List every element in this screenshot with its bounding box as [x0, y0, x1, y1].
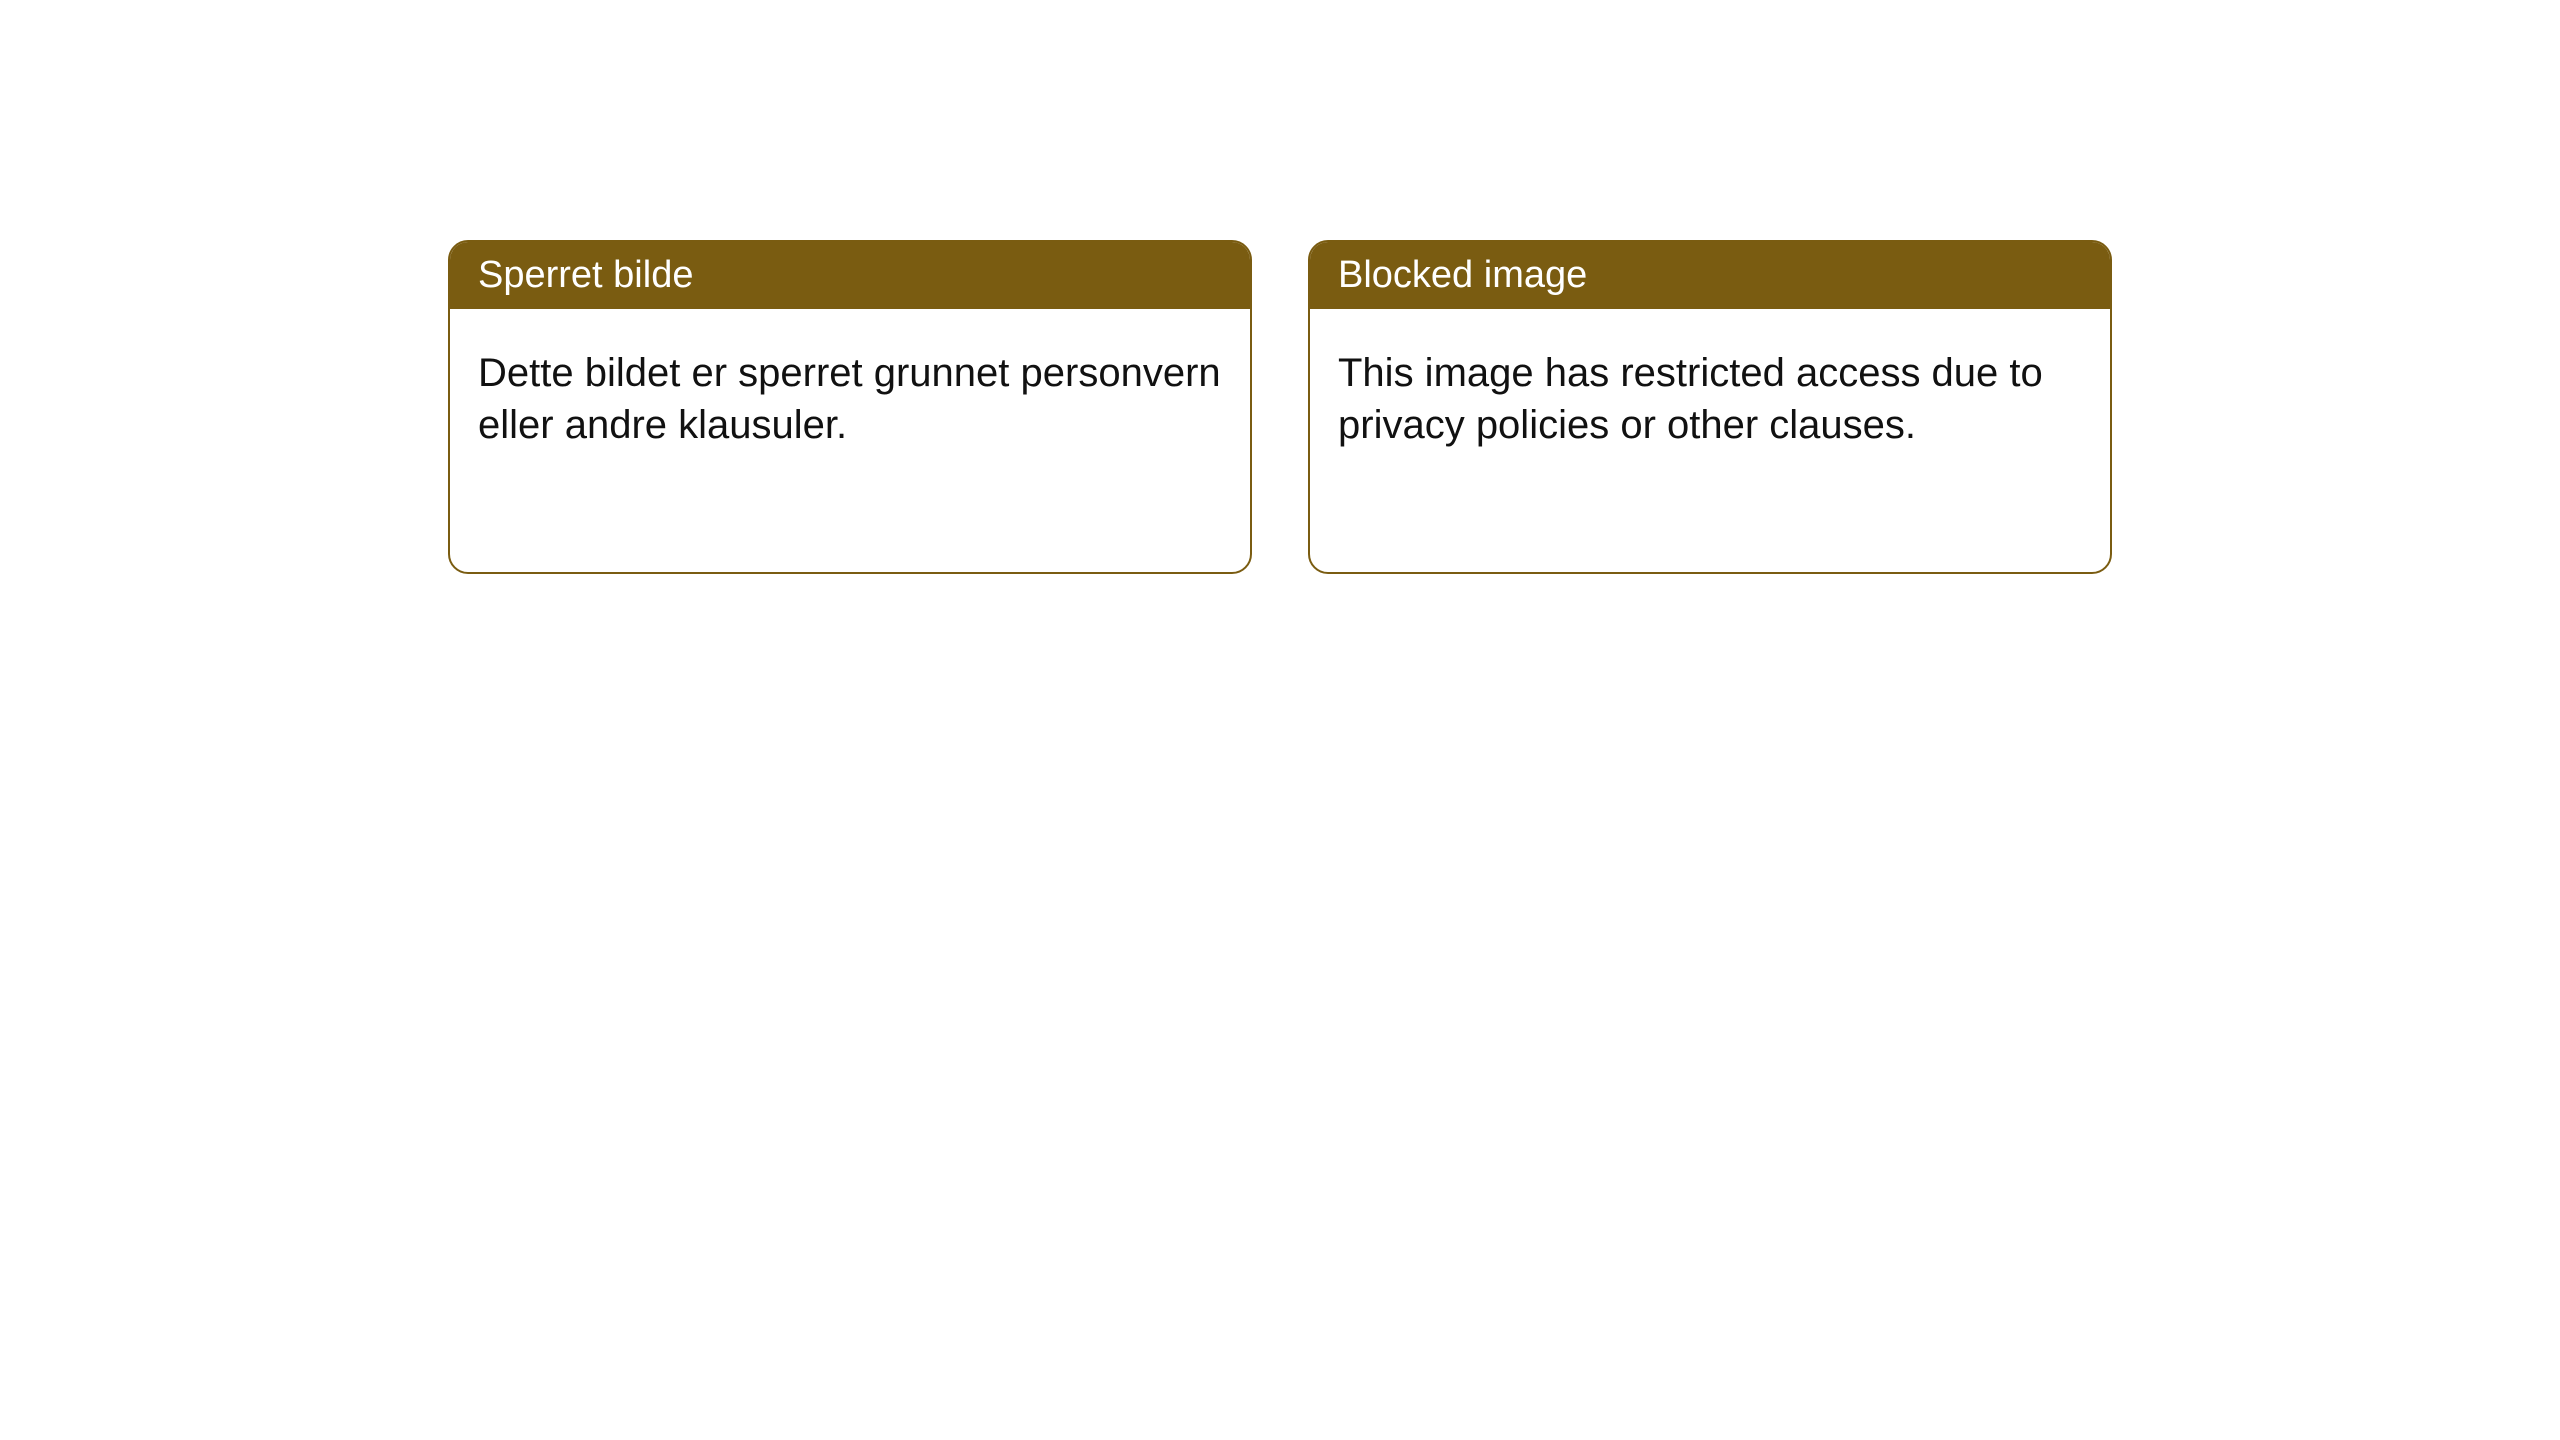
notice-card-title: Blocked image	[1310, 242, 2110, 309]
notice-cards-container: Sperret bilde Dette bildet er sperret gr…	[0, 0, 2560, 574]
notice-card-title: Sperret bilde	[450, 242, 1250, 309]
notice-card-norwegian: Sperret bilde Dette bildet er sperret gr…	[448, 240, 1252, 574]
notice-card-english: Blocked image This image has restricted …	[1308, 240, 2112, 574]
notice-card-body: This image has restricted access due to …	[1310, 309, 2110, 489]
notice-card-body: Dette bildet er sperret grunnet personve…	[450, 309, 1250, 489]
